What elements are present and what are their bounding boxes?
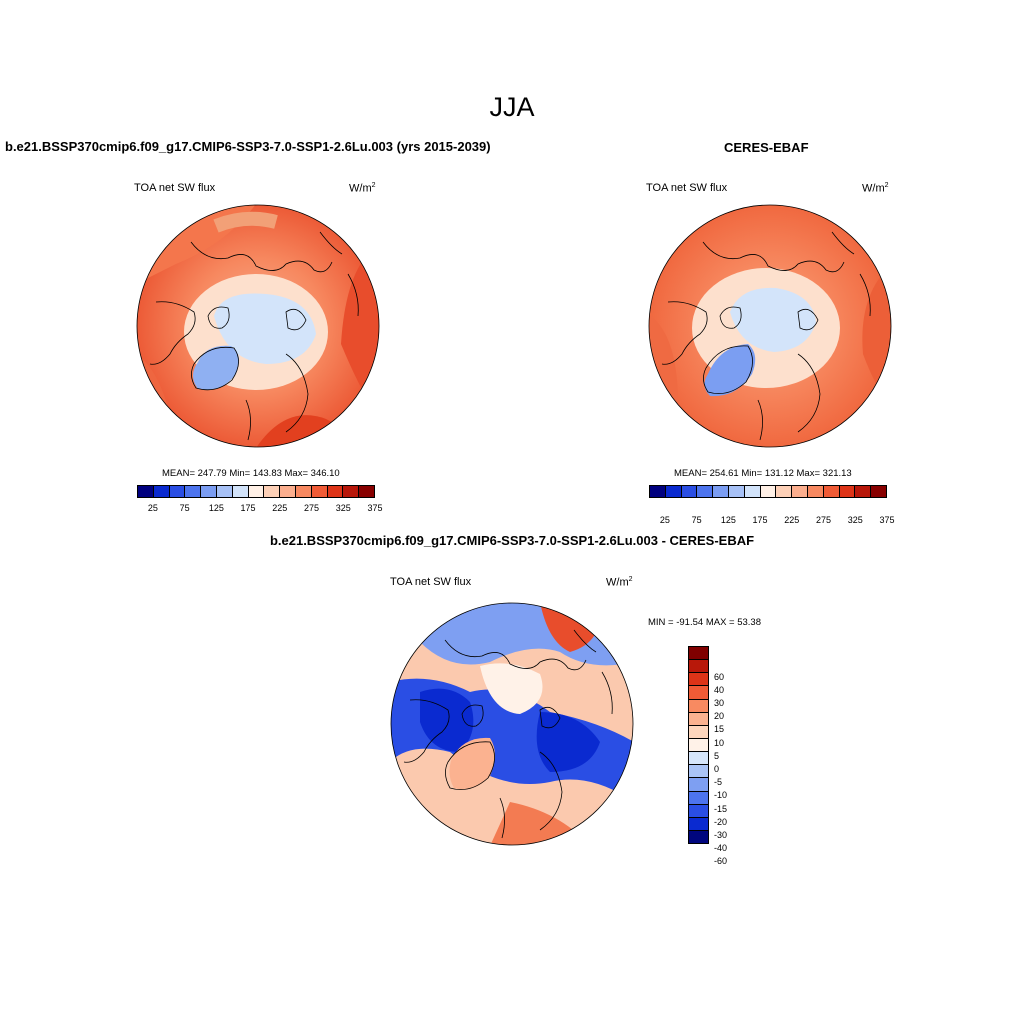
model-colorbar-ticks: 25 75 125 175 225 275 325 375 — [137, 503, 383, 515]
colorbar-tick-label: -20 — [714, 816, 728, 827]
colorbar-swatch — [689, 647, 708, 661]
obs-panel-title: CERES-EBAF — [724, 140, 809, 155]
colorbar-swatch — [689, 752, 708, 766]
colorbar-tick-label: 225 — [272, 503, 288, 513]
colorbar-swatch — [689, 712, 708, 726]
colorbar-tick-label: 25 — [659, 515, 670, 525]
colorbar-tick-label: 125 — [208, 503, 224, 513]
colorbar-swatch — [232, 486, 249, 497]
colorbar-swatch — [839, 486, 856, 497]
colorbar-tick-label: 175 — [752, 515, 768, 525]
colorbar-swatch — [264, 486, 281, 497]
model-stats: MEAN= 247.79 Min= 143.83 Max= 346.10 — [162, 468, 340, 479]
colorbar-swatch — [650, 486, 666, 497]
colorbar-swatch — [295, 486, 312, 497]
colorbar-tick-label: 15 — [714, 724, 725, 735]
colorbar-swatch — [689, 686, 708, 700]
colorbar-swatch — [689, 791, 708, 805]
diff-panel-title: b.e21.BSSP370cmip6.f09_g17.CMIP6-SSP3-7.… — [269, 533, 755, 548]
colorbar-swatch — [216, 486, 233, 497]
diff-colorbar-ticks: 60 40 30 20 15 10 5 0 -5 -10 -15 -20 -30 -40 -60 — [714, 670, 744, 868]
colorbar-swatch — [681, 486, 698, 497]
colorbar-swatch — [343, 486, 360, 497]
obs-colorbar-ticks: 25 75 125 175 225 275 325 375 — [649, 515, 895, 527]
colorbar-tick-label: 25 — [147, 503, 158, 513]
colorbar-swatch — [689, 804, 708, 818]
colorbar-tick-label: 0 — [714, 764, 720, 774]
colorbar-tick-label: 125 — [720, 515, 736, 525]
colorbar-swatch — [713, 486, 729, 497]
colorbar-swatch — [728, 486, 745, 497]
diff-colorbar — [688, 646, 709, 844]
model-colorbar — [137, 485, 375, 498]
colorbar-swatch — [689, 817, 708, 831]
diff-polar-map — [390, 602, 634, 846]
colorbar-swatch — [689, 830, 708, 844]
diff-stats: MIN = -91.54 MAX = 53.38 — [648, 617, 762, 628]
colorbar-swatch — [665, 486, 682, 497]
colorbar-tick-label: 10 — [714, 737, 725, 748]
colorbar-tick-label: -30 — [714, 830, 728, 840]
colorbar-swatch — [689, 765, 708, 779]
obs-unit-label: W/m2 — [862, 182, 889, 195]
figure-title: JJA — [489, 92, 535, 122]
colorbar-swatch — [311, 486, 328, 497]
colorbar-tick-label: -15 — [714, 803, 728, 814]
colorbar-swatch — [689, 738, 708, 753]
colorbar-tick-label: 275 — [816, 515, 832, 525]
colorbar-swatch — [359, 486, 374, 497]
colorbar-swatch — [153, 486, 170, 497]
colorbar-swatch — [327, 486, 344, 497]
colorbar-swatch — [823, 486, 840, 497]
colorbar-tick-label: 175 — [240, 503, 256, 513]
obs-colorbar — [649, 485, 887, 498]
colorbar-swatch — [697, 486, 714, 497]
colorbar-swatch — [201, 486, 217, 497]
colorbar-tick-label: 325 — [847, 515, 863, 525]
colorbar-tick-label: -60 — [714, 856, 728, 867]
colorbar-swatch — [689, 725, 708, 739]
colorbar-swatch — [138, 486, 154, 497]
model-polar-map — [136, 204, 380, 448]
model-unit-label: W/m2 — [349, 182, 376, 195]
model-variable-label: TOA net SW flux — [134, 182, 216, 194]
colorbar-tick-label: -5 — [714, 777, 723, 788]
obs-polar-map — [648, 204, 892, 448]
colorbar-swatch — [760, 486, 777, 497]
diff-variable-label: TOA net SW flux — [390, 576, 472, 588]
colorbar-tick-label: 75 — [691, 515, 702, 525]
colorbar-swatch — [807, 486, 824, 497]
model-panel-title: b.e21.BSSP370cmip6.f09_g17.CMIP6-SSP3-7.… — [5, 139, 491, 154]
colorbar-tick-label: 60 — [714, 671, 725, 682]
colorbar-tick-label: 225 — [784, 515, 800, 525]
colorbar-tick-label: 30 — [714, 697, 725, 708]
colorbar-tick-label: 375 — [367, 503, 383, 513]
colorbar-tick-label: 40 — [714, 684, 725, 695]
obs-stats: MEAN= 254.61 Min= 131.12 Max= 321.13 — [674, 468, 852, 479]
colorbar-tick-label: -40 — [714, 843, 728, 854]
colorbar-swatch — [169, 486, 186, 497]
diff-unit-label: W/m2 — [606, 576, 633, 589]
colorbar-tick-label: 325 — [335, 503, 351, 513]
colorbar-tick-label: 20 — [714, 711, 725, 722]
colorbar-swatch — [185, 486, 202, 497]
colorbar-swatch — [776, 486, 793, 497]
colorbar-swatch — [871, 486, 886, 497]
colorbar-swatch — [689, 699, 708, 713]
colorbar-tick-label: 375 — [879, 515, 895, 525]
obs-variable-label: TOA net SW flux — [646, 182, 728, 194]
colorbar-tick-label: 5 — [714, 750, 720, 761]
colorbar-tick-label: 75 — [179, 503, 190, 513]
colorbar-swatch — [689, 673, 708, 687]
colorbar-tick-label: 275 — [304, 503, 320, 513]
colorbar-swatch — [280, 486, 296, 497]
colorbar-swatch — [689, 660, 708, 674]
colorbar-swatch — [744, 486, 761, 497]
colorbar-swatch — [689, 778, 708, 792]
colorbar-swatch — [248, 486, 265, 497]
colorbar-tick-label: -10 — [714, 790, 728, 801]
colorbar-swatch — [792, 486, 808, 497]
colorbar-swatch — [855, 486, 872, 497]
